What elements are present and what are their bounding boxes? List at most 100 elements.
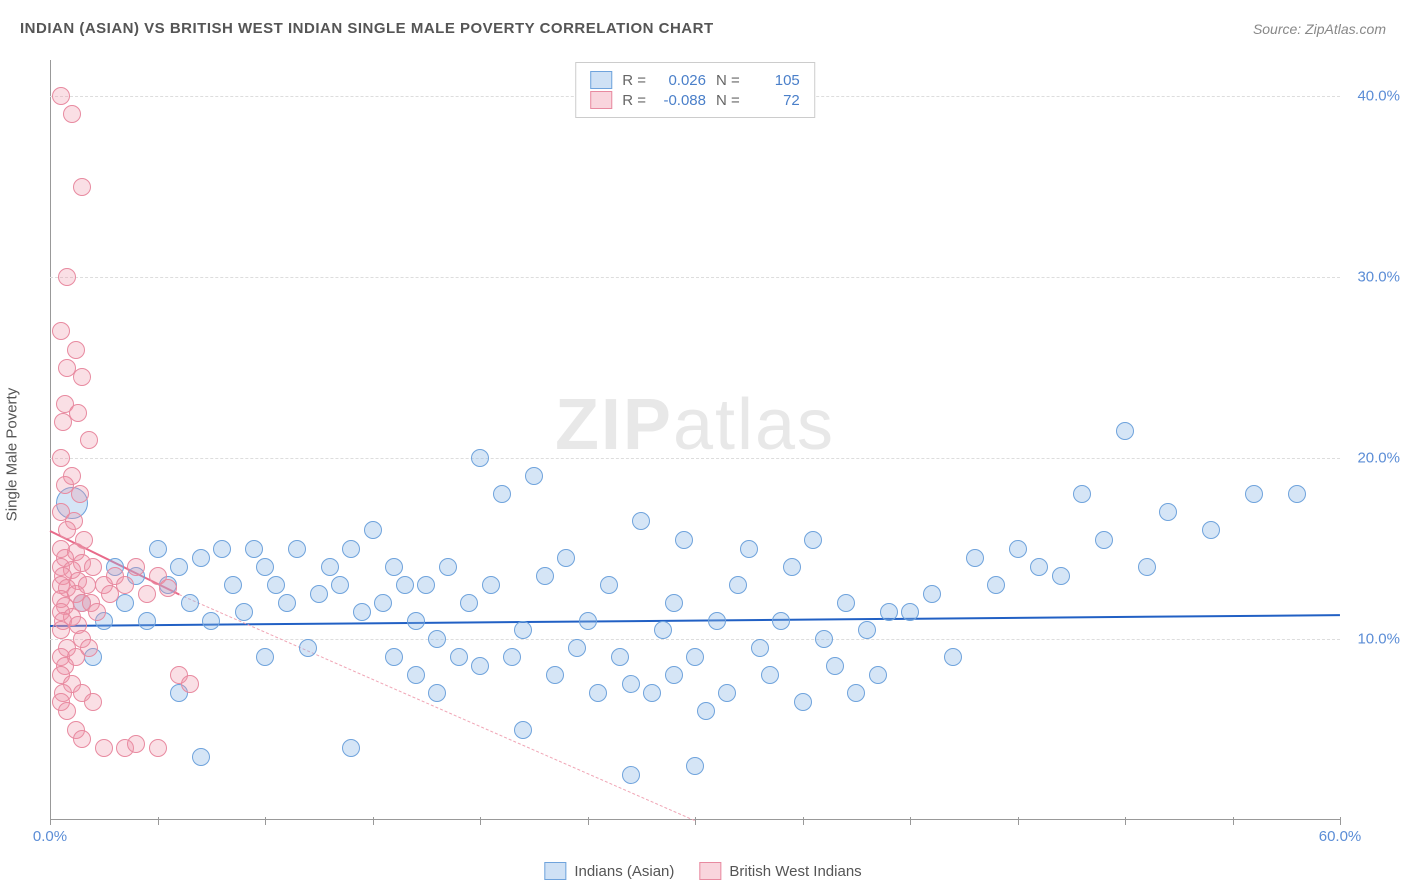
data-point: [632, 512, 650, 530]
data-point: [826, 657, 844, 675]
data-point: [600, 576, 618, 594]
y-tick-label: 10.0%: [1357, 631, 1400, 648]
data-point: [267, 576, 285, 594]
data-point: [116, 594, 134, 612]
data-point: [192, 549, 210, 567]
data-point: [127, 735, 145, 753]
data-point: [923, 585, 941, 603]
data-point: [1030, 558, 1048, 576]
x-tick-label: 60.0%: [1319, 828, 1362, 845]
x-tick: [158, 817, 159, 825]
y-tick-label: 40.0%: [1357, 88, 1400, 105]
data-point: [665, 666, 683, 684]
data-point: [718, 684, 736, 702]
data-point: [374, 594, 392, 612]
data-point: [84, 558, 102, 576]
data-point: [52, 322, 70, 340]
data-point: [73, 730, 91, 748]
x-tick: [480, 817, 481, 825]
stats-row-blue: R = 0.026 N = 105: [590, 71, 800, 89]
data-point: [471, 449, 489, 467]
gridline: [50, 277, 1340, 278]
data-point: [58, 521, 76, 539]
data-point: [525, 467, 543, 485]
data-point: [579, 612, 597, 630]
x-tick: [265, 817, 266, 825]
data-point: [514, 621, 532, 639]
y-axis-line: [50, 60, 51, 820]
data-point: [783, 558, 801, 576]
legend-label-blue: Indians (Asian): [574, 863, 674, 880]
legend-bottom: Indians (Asian) British West Indians: [544, 862, 861, 880]
x-tick: [910, 817, 911, 825]
gridline: [50, 639, 1340, 640]
data-point: [708, 612, 726, 630]
data-point: [665, 594, 683, 612]
data-point: [794, 693, 812, 711]
x-tick: [1233, 817, 1234, 825]
data-point: [385, 648, 403, 666]
data-point: [80, 639, 98, 657]
data-point: [331, 576, 349, 594]
data-point: [385, 558, 403, 576]
data-point: [1138, 558, 1156, 576]
data-point: [342, 739, 360, 757]
swatch-blue-icon: [590, 71, 612, 89]
data-point: [224, 576, 242, 594]
gridline: [50, 458, 1340, 459]
data-point: [138, 585, 156, 603]
trend-line: [179, 594, 695, 821]
data-point: [84, 693, 102, 711]
data-point: [1159, 503, 1177, 521]
data-point: [804, 531, 822, 549]
data-point: [71, 485, 89, 503]
data-point: [622, 766, 640, 784]
data-point: [622, 675, 640, 693]
data-point: [1245, 485, 1263, 503]
data-point: [568, 639, 586, 657]
data-point: [95, 739, 113, 757]
data-point: [170, 558, 188, 576]
data-point: [697, 702, 715, 720]
data-point: [256, 648, 274, 666]
data-point: [54, 413, 72, 431]
swatch-blue-icon: [544, 862, 566, 880]
data-point: [364, 521, 382, 539]
y-tick-label: 20.0%: [1357, 450, 1400, 467]
data-point: [460, 594, 478, 612]
data-point: [471, 657, 489, 675]
data-point: [1073, 485, 1091, 503]
data-point: [88, 603, 106, 621]
x-tick: [50, 817, 51, 825]
data-point: [1009, 540, 1027, 558]
data-point: [278, 594, 296, 612]
data-point: [944, 648, 962, 666]
data-point: [439, 558, 457, 576]
x-tick: [803, 817, 804, 825]
data-point: [159, 579, 177, 597]
data-point: [675, 531, 693, 549]
data-point: [482, 576, 500, 594]
data-point: [428, 684, 446, 702]
data-point: [73, 178, 91, 196]
data-point: [761, 666, 779, 684]
data-point: [557, 549, 575, 567]
data-point: [772, 612, 790, 630]
x-tick: [1340, 817, 1341, 825]
y-tick-label: 30.0%: [1357, 269, 1400, 286]
data-point: [493, 485, 511, 503]
data-point: [450, 648, 468, 666]
data-point: [815, 630, 833, 648]
data-point: [52, 621, 70, 639]
data-point: [428, 630, 446, 648]
data-point: [149, 739, 167, 757]
data-point: [643, 684, 661, 702]
data-point: [288, 540, 306, 558]
x-tick: [1018, 817, 1019, 825]
data-point: [396, 576, 414, 594]
data-point: [342, 540, 360, 558]
data-point: [245, 540, 263, 558]
data-point: [67, 341, 85, 359]
x-tick: [695, 817, 696, 825]
data-point: [1052, 567, 1070, 585]
